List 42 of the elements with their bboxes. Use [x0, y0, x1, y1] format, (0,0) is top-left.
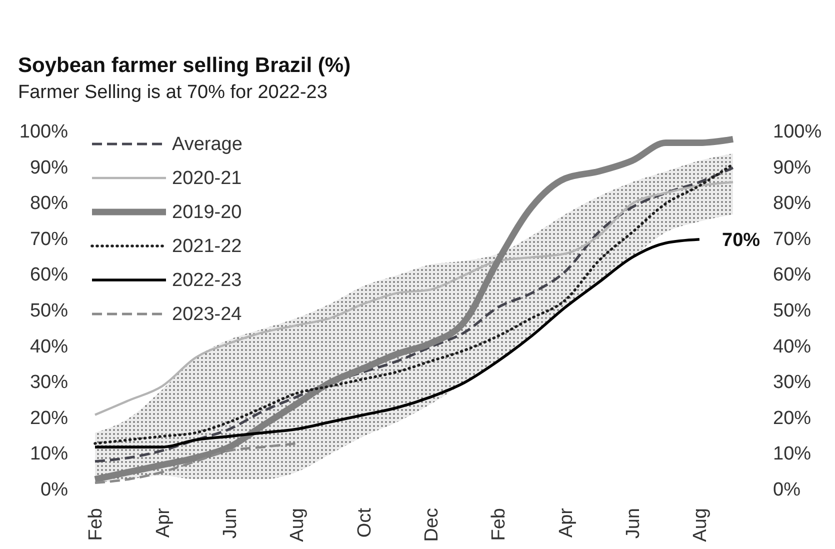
y2-tick-label: 80%: [773, 193, 812, 214]
legend-label: Average: [172, 134, 242, 154]
y2-tick-label: 0%: [773, 480, 801, 500]
x-tick-label: Jun: [220, 508, 241, 539]
legend-label: 2021-22: [172, 236, 242, 256]
y-tick-label: 80%: [30, 193, 68, 214]
chart-subtitle: Farmer Selling is at 70% for 2022-23: [18, 82, 328, 103]
legend-label: 2020-21: [172, 168, 242, 188]
legend-label: 2022-23: [172, 270, 242, 290]
y-tick-label: 90%: [30, 157, 68, 178]
x-tick-label: Aug: [287, 508, 308, 542]
chart-title: Soybean farmer selling Brazil (%): [18, 54, 351, 77]
x-tick-label: Jun: [622, 508, 644, 539]
y2-tick-label: 20%: [773, 408, 812, 429]
x-tick-label: Feb: [488, 508, 510, 541]
x-tick-label: Apr: [152, 507, 174, 538]
y2-tick-label: 30%: [773, 372, 812, 394]
legend-label: 2019-20: [172, 202, 242, 222]
y-tick-label: 100%: [19, 122, 68, 142]
line-series: [94, 238, 701, 448]
y2-tick-label: 50%: [773, 300, 812, 322]
x-tick-label: Oct: [354, 507, 376, 538]
x-tick-label: Feb: [86, 508, 107, 541]
y-tick-label: 0%: [40, 480, 68, 500]
y2-tick-label: 10%: [773, 444, 812, 465]
y-tick-label: 50%: [30, 300, 68, 322]
y2-tick-label: 70%: [773, 228, 812, 250]
x-tick-label: Dec: [421, 508, 442, 542]
legend-label: 2023-24: [172, 304, 242, 324]
y-tick-label: 40%: [30, 336, 68, 358]
y2-tick-label: 60%: [773, 264, 812, 286]
y2-tick-label: 40%: [773, 336, 812, 358]
y-tick-label: 60%: [30, 264, 68, 286]
y2-tick-label: 100%: [773, 122, 822, 142]
y2-tick-label: 90%: [773, 157, 812, 178]
y-tick-label: 30%: [30, 372, 68, 394]
y-tick-label: 20%: [30, 408, 68, 429]
y-tick-label: 10%: [30, 444, 68, 465]
x-tick-label: Apr: [556, 507, 577, 538]
annotation: 70%: [722, 230, 760, 250]
x-tick-label: Aug: [690, 508, 712, 542]
y-tick-label: 70%: [30, 228, 68, 250]
